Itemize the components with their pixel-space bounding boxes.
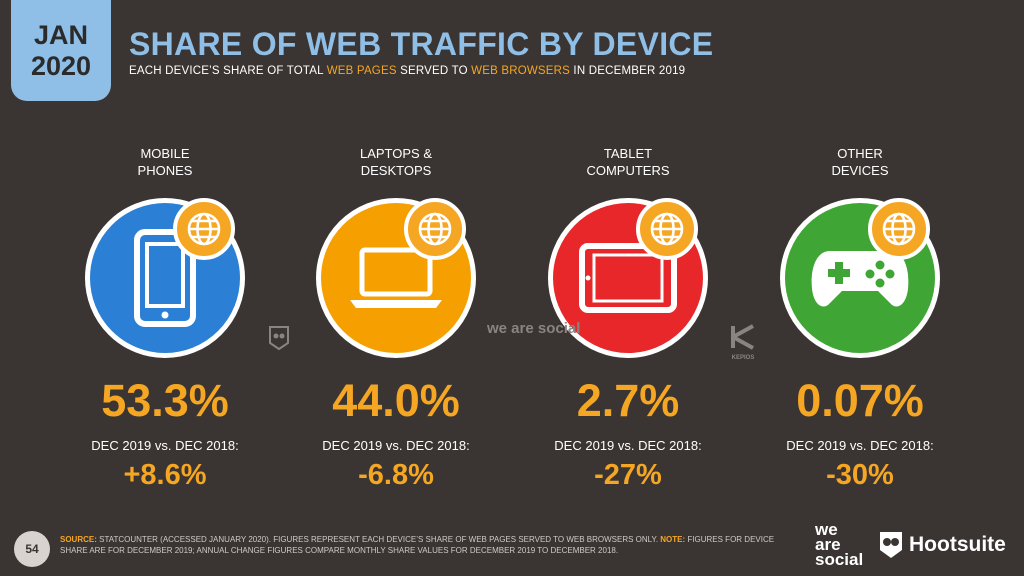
change-label: DEC 2019 vs. DEC 2018: (91, 438, 239, 453)
device-label-line: TABLET (603, 146, 653, 161)
badge-month: JAN (33, 19, 88, 50)
subtitle-highlight-web-browsers: WEB BROWSERS (471, 65, 571, 77)
device-label-line: DEVICES (831, 163, 889, 178)
change-label: DEC 2019 vs. DEC 2018: (554, 438, 702, 453)
page-subtitle: EACH DEVICE’S SHARE OF TOTAL WEB PAGES S… (129, 65, 685, 77)
device-label: MOBILE PHONES (55, 140, 275, 184)
hootsuite-watermark-icon (268, 325, 290, 356)
subtitle-highlight-web-pages: WEB PAGES (326, 65, 397, 77)
brand-line: social (815, 550, 864, 569)
device-label-line: LAPTOPS & (359, 146, 432, 161)
owl-icon (880, 532, 902, 558)
globe-icon (868, 198, 930, 260)
brand-line: are (815, 535, 841, 554)
subtitle-part: SERVED TO (396, 65, 472, 77)
date-badge: JAN 2020 (11, 0, 111, 101)
device-share: 44.0% (332, 375, 460, 426)
device-label-line: OTHER (837, 146, 883, 161)
device-column-tablets: TABLET COMPUTERS 2.7% DEC 2019 vs. DEC 2… (518, 140, 738, 492)
device-column-laptops: LAPTOPS & DESKTOPS 44.0% DEC 2019 vs. DE… (286, 140, 506, 492)
we-are-social-watermark: we are social (487, 320, 581, 337)
source-note: SOURCE: STATCOUNTER (ACCESSED JANUARY 20… (60, 534, 800, 556)
laptop-icon (350, 247, 442, 308)
globe-icon (404, 198, 466, 260)
we-are-social-logo: we are social (815, 520, 864, 569)
source-key: SOURCE: (60, 535, 97, 544)
annual-change: -6.8% (358, 459, 434, 491)
device-label: OTHER DEVICES (750, 140, 970, 184)
device-share: 0.07% (796, 375, 924, 426)
device-share: 53.3% (101, 375, 229, 426)
device-label-line: PHONES (137, 163, 193, 178)
kepios-watermark: KEPIOS (730, 324, 756, 361)
annual-change: -30% (826, 459, 894, 491)
subtitle-part: IN DECEMBER 2019 (570, 65, 686, 77)
note-text: FIGURES FOR DEVICE SHARE ARE FOR DECEMBE… (60, 535, 775, 555)
device-column-mobile: MOBILE PHONES 53.3% DEC 2019 vs. DEC 201… (55, 140, 275, 492)
device-label: LAPTOPS & DESKTOPS (286, 140, 506, 184)
game-controller-icon (811, 251, 909, 307)
mobile-phone-icon (134, 229, 196, 327)
device-label-line: COMPUTERS (586, 163, 670, 178)
hootsuite-logo: Hootsuite (878, 530, 1006, 560)
device-label-line: MOBILE (140, 146, 190, 161)
device-column-other: OTHER DEVICES 0.07% DEC 2019 vs. DEC 201… (750, 140, 970, 492)
kepios-text: KEPIOS (731, 355, 755, 361)
change-label: DEC 2019 vs. DEC 2018: (322, 438, 470, 453)
kepios-logo-icon (731, 324, 754, 350)
page-title: SHARE OF WEB TRAFFIC BY DEVICE (129, 26, 714, 62)
badge-year: 2020 (30, 50, 92, 81)
annual-change: -27% (594, 459, 662, 491)
hootsuite-text: Hootsuite (909, 533, 1006, 556)
tablet-icon (579, 243, 677, 313)
page-number: 54 (14, 531, 50, 567)
subtitle-part: EACH DEVICE’S SHARE OF TOTAL (129, 65, 327, 77)
globe-icon (636, 198, 698, 260)
device-label-line: DESKTOPS (360, 163, 432, 178)
annual-change: +8.6% (123, 459, 207, 491)
change-label: DEC 2019 vs. DEC 2018: (786, 438, 934, 453)
brand-line: we (815, 520, 838, 539)
globe-icon (173, 198, 235, 260)
note-key: NOTE: (660, 535, 686, 544)
device-label: TABLET COMPUTERS (518, 140, 738, 184)
device-share: 2.7% (576, 375, 680, 426)
source-text: STATCOUNTER (ACCESSED JANUARY 2020). FIG… (96, 535, 661, 544)
